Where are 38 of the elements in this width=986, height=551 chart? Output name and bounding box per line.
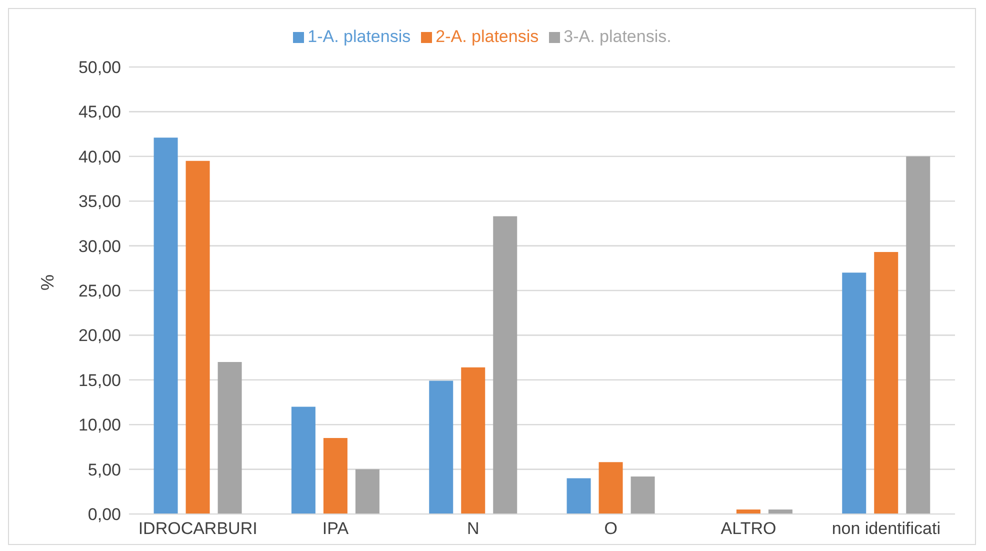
x-tick-label: O	[604, 519, 618, 538]
bar	[842, 272, 866, 514]
x-tick-label: non identificati	[832, 519, 941, 538]
bar	[461, 367, 486, 514]
bar	[355, 469, 380, 514]
bar	[566, 478, 591, 514]
legend-label: 3-A. platensis.	[564, 27, 672, 46]
y-tick-label: 20,00	[78, 326, 121, 346]
bar	[906, 156, 930, 514]
bar	[493, 216, 518, 514]
legend-label: 2-A. platensis	[436, 27, 539, 46]
x-tick-label: IDROCARBURI	[138, 519, 258, 538]
y-tick-label: 40,00	[78, 147, 121, 166]
x-tick-label: ALTRO	[720, 519, 776, 538]
y-tick-label: 25,00	[78, 282, 121, 301]
y-tick-label: 0,00	[88, 505, 121, 524]
bar	[429, 380, 454, 514]
y-tick-label: 15,00	[78, 370, 121, 390]
bar	[630, 476, 655, 514]
bar	[768, 510, 792, 514]
bar	[874, 252, 898, 514]
legend-label: 1-A. platensis	[308, 27, 411, 46]
bar	[736, 510, 760, 514]
y-tick-label: 45,00	[78, 102, 121, 122]
y-tick-label: 30,00	[78, 236, 121, 256]
y-axis-title: %	[37, 274, 58, 290]
x-tick-label: N	[467, 519, 480, 538]
x-tick-label: IPA	[322, 519, 350, 538]
y-tick-label: 35,00	[78, 192, 121, 212]
bar	[323, 438, 348, 514]
bar	[186, 160, 210, 514]
bar	[218, 362, 242, 514]
bar	[291, 406, 316, 514]
y-tick-label: 50,00	[78, 58, 121, 78]
y-tick-label: 5,00	[88, 460, 121, 480]
bar	[598, 462, 623, 514]
bar	[154, 138, 178, 514]
y-tick-label: 10,00	[78, 416, 121, 435]
